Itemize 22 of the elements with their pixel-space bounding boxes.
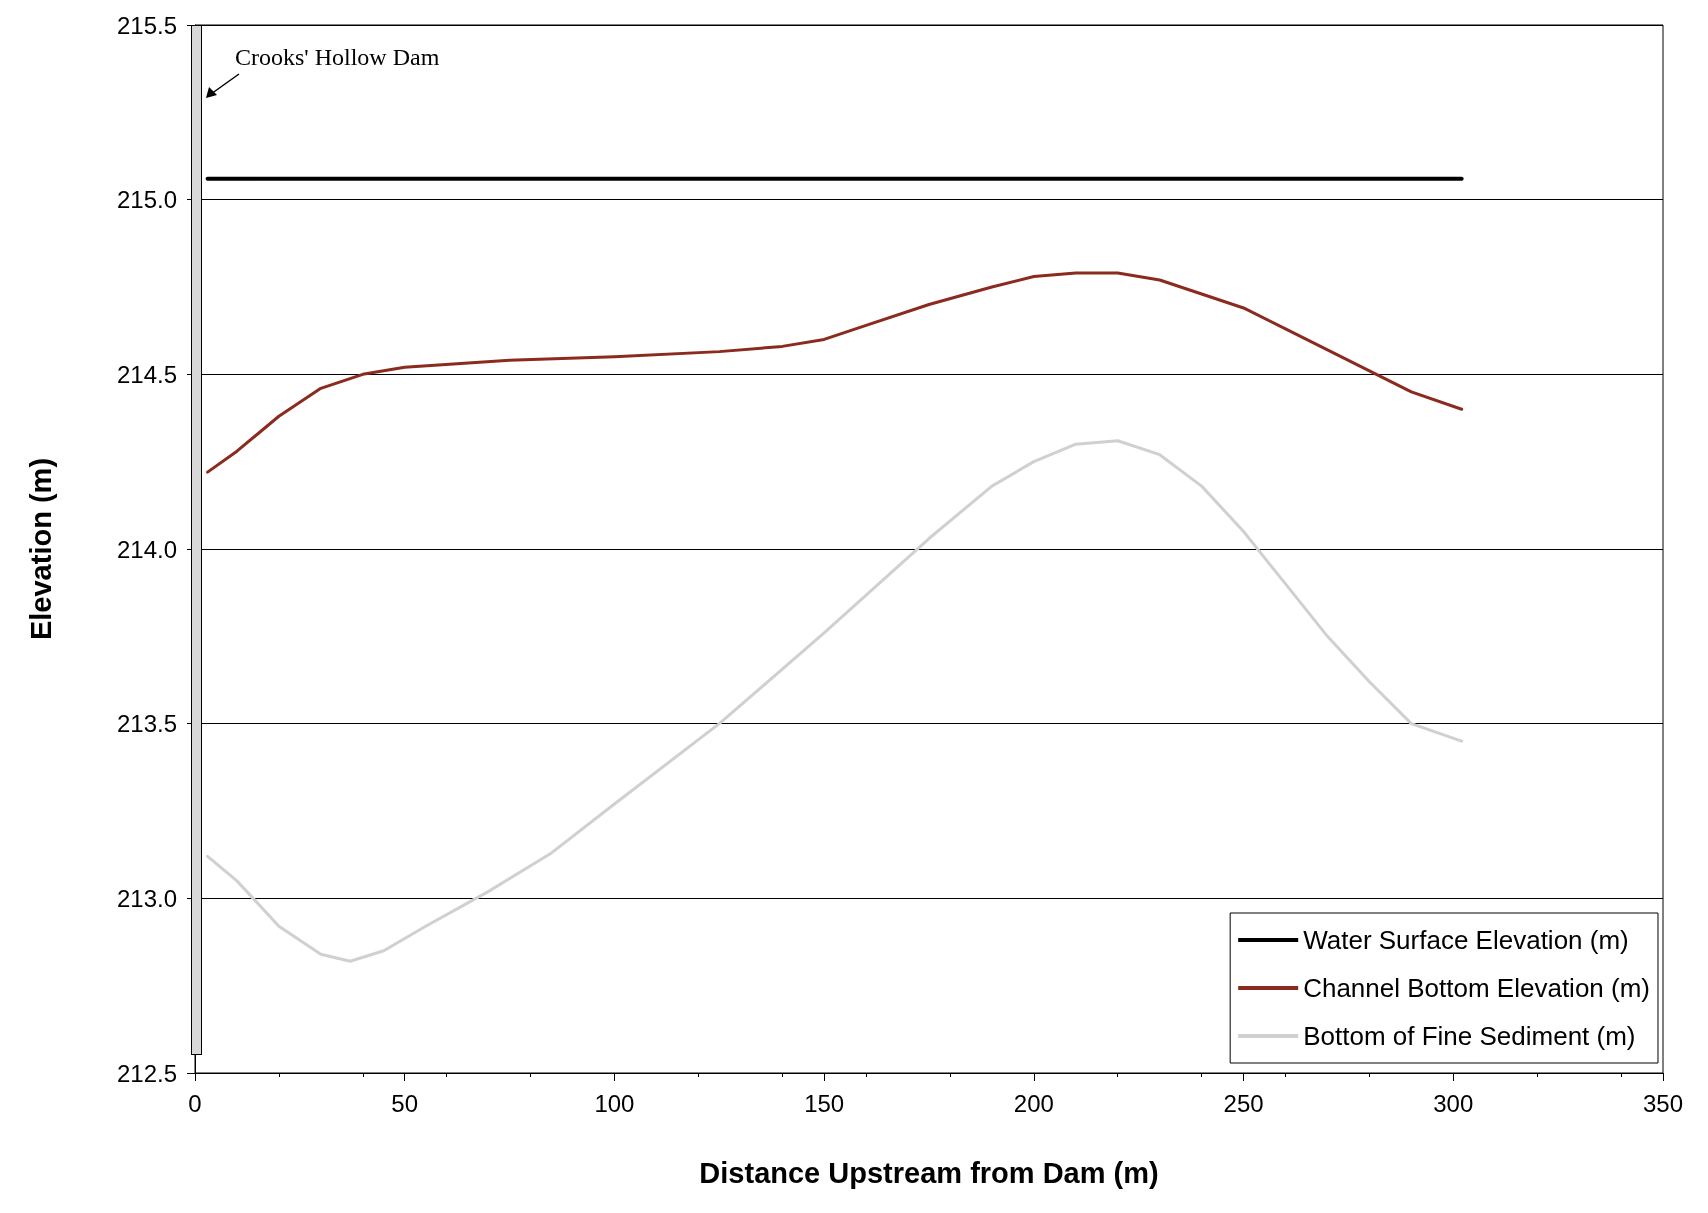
annotation: Crooks' Hollow Dam: [235, 44, 440, 70]
y-axis-title: Elevation (m): [24, 457, 57, 641]
x-tick-label: 350: [1642, 1089, 1684, 1117]
y-tick-label: 213.5: [116, 710, 177, 738]
y-tick-label: 212.5: [116, 1059, 177, 1087]
y-tick-label: 215.5: [116, 11, 177, 39]
x-tick-label: 300: [1433, 1089, 1474, 1117]
x-tick-label: 0: [188, 1089, 202, 1117]
x-tick-label: 100: [594, 1089, 635, 1117]
legend-label: Channel Bottom Elevation (m): [1303, 973, 1650, 1003]
x-tick-label: 50: [391, 1089, 419, 1117]
y-tick-label: 215.0: [116, 186, 177, 214]
x-tick-label: 200: [1013, 1089, 1054, 1117]
legend-label: Bottom of Fine Sediment (m): [1303, 1021, 1636, 1051]
x-tick-label: 250: [1223, 1089, 1264, 1117]
y-tick-label: 213.0: [116, 884, 177, 912]
y-tick-label: 214.5: [116, 360, 177, 388]
legend-label: Water Surface Elevation (m): [1303, 925, 1629, 955]
x-axis-title: Distance Upstream from Dam (m): [699, 1156, 1159, 1189]
line-series: [206, 271, 1464, 474]
x-tick-label: 150: [804, 1089, 845, 1117]
y-tick-label: 214.0: [116, 535, 177, 563]
